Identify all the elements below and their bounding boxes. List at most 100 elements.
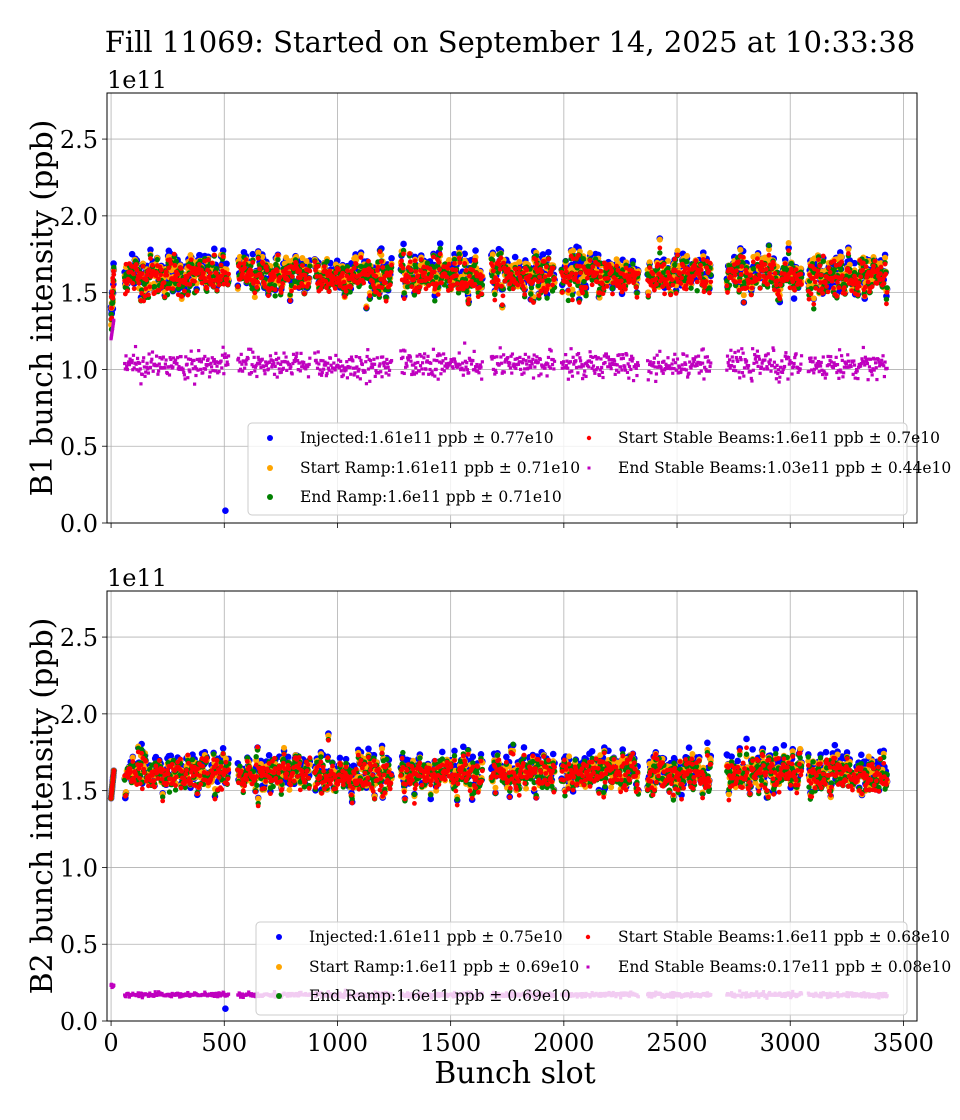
point-start-stable-beams [831,285,836,291]
point-end-ramp [684,259,690,265]
point-end-stable-beams [469,362,474,366]
point-start-stable-beams [750,259,756,265]
point-start-stable-beams [280,281,286,286]
point-end-ramp [151,284,158,290]
point-end-stable-beams [583,369,587,373]
point-start-stable-beams [491,268,496,274]
point-end-stable-beams [646,378,650,382]
point-start-stable-beams [847,269,853,275]
point-start-stable-beams [255,279,260,285]
point-start-stable-beams [257,266,262,272]
point-start-stable-beams [740,254,746,260]
point-start-stable-beams [452,260,457,266]
point-start-stable-beams [140,263,146,269]
point-end-stable-beams [325,371,329,376]
point-start-stable-beams [203,278,208,284]
point-end-stable-beams [380,375,384,379]
point-end-stable-beams [334,353,338,358]
point-end-stable-beams [568,360,573,364]
point-start-stable-beams [248,268,254,273]
point-end-stable-beams [687,371,691,375]
point-start-stable-beams [453,267,459,273]
point-end-stable-beams [514,366,518,371]
point-injected [223,260,230,268]
point-end-stable-beams [666,356,670,360]
point-start-stable-beams [497,262,502,268]
point-end-stable-beams [550,362,555,367]
point-end-stable-beams [189,349,193,353]
point-start-ramp [570,247,577,254]
point-start-stable-beams [825,289,831,295]
point-start-stable-beams [698,263,703,268]
point-end-stable-beams [508,361,512,365]
point-end-stable-beams [215,364,219,368]
point-end-ramp [272,293,278,299]
point-start-stable-beams [578,270,583,276]
point-end-stable-beams [241,369,245,373]
point-start-stable-beams [351,265,357,271]
point-end-stable-beams [518,355,522,359]
point-start-stable-beams [415,273,421,279]
point-end-stable-beams [363,370,367,374]
point-start-stable-beams [156,276,162,282]
point-end-stable-beams [349,372,353,376]
point-start-stable-beams [645,293,651,299]
point-end-stable-beams [576,351,581,356]
point-start-stable-beams [204,286,210,292]
point-end-stable-beams [161,355,165,359]
point-start-stable-beams [771,287,777,293]
point-end-stable-beams [438,353,442,357]
point-start-stable-beams [534,261,540,267]
point-start-stable-beams [707,260,713,266]
point-end-stable-beams [298,369,302,373]
point-start-stable-beams [546,256,551,262]
point-end-stable-beams [190,362,194,366]
point-end-stable-beams [223,352,227,356]
point-end-stable-beams [463,341,467,345]
point-end-stable-beams [562,360,566,364]
point-end-stable-beams [495,355,499,359]
point-start-stable-beams [211,252,217,258]
point-start-ramp [674,247,681,254]
point-start-stable-beams [110,283,116,289]
point-end-stable-beams [636,361,640,365]
point-start-stable-beams [650,271,656,277]
point-end-stable-beams [696,354,701,358]
point-end-ramp [498,250,504,257]
point-start-stable-beams [766,252,772,258]
point-start-stable-beams [782,261,788,267]
point-start-stable-beams [171,251,177,257]
point-end-stable-beams [262,368,266,372]
point-end-ramp [546,277,552,284]
point-start-stable-beams [531,300,536,305]
point-start-stable-beams [757,285,763,291]
point-start-stable-beams [831,258,837,264]
point-end-stable-beams [157,369,161,373]
point-start-stable-beams [881,281,887,286]
point-end-stable-beams [130,358,134,363]
point-start-stable-beams [498,255,504,261]
point-end-stable-beams [673,361,678,365]
point-end-stable-beams [157,362,161,366]
point-start-stable-beams [307,268,313,274]
point-start-stable-beams [124,288,130,294]
point-start-stable-beams [158,267,164,273]
point-end-stable-beams [149,360,153,364]
point-start-stable-beams [808,291,814,297]
point-end-stable-beams [659,366,663,370]
point-end-stable-beams [133,344,138,349]
point-start-stable-beams [399,258,404,264]
point-start-stable-beams [341,279,347,285]
point-start-stable-beams [340,270,346,276]
point-end-stable-beams [409,359,413,363]
point-end-stable-beams [358,356,362,360]
point-start-stable-beams [778,282,783,288]
point-end-stable-beams [289,365,293,369]
point-end-ramp [213,266,220,272]
point-start-stable-beams [732,272,738,278]
point-end-stable-beams [294,354,298,359]
point-end-stable-beams [627,376,631,380]
point-start-stable-beams [757,272,762,278]
point-start-stable-beams [668,292,674,298]
point-end-ramp [657,250,663,256]
